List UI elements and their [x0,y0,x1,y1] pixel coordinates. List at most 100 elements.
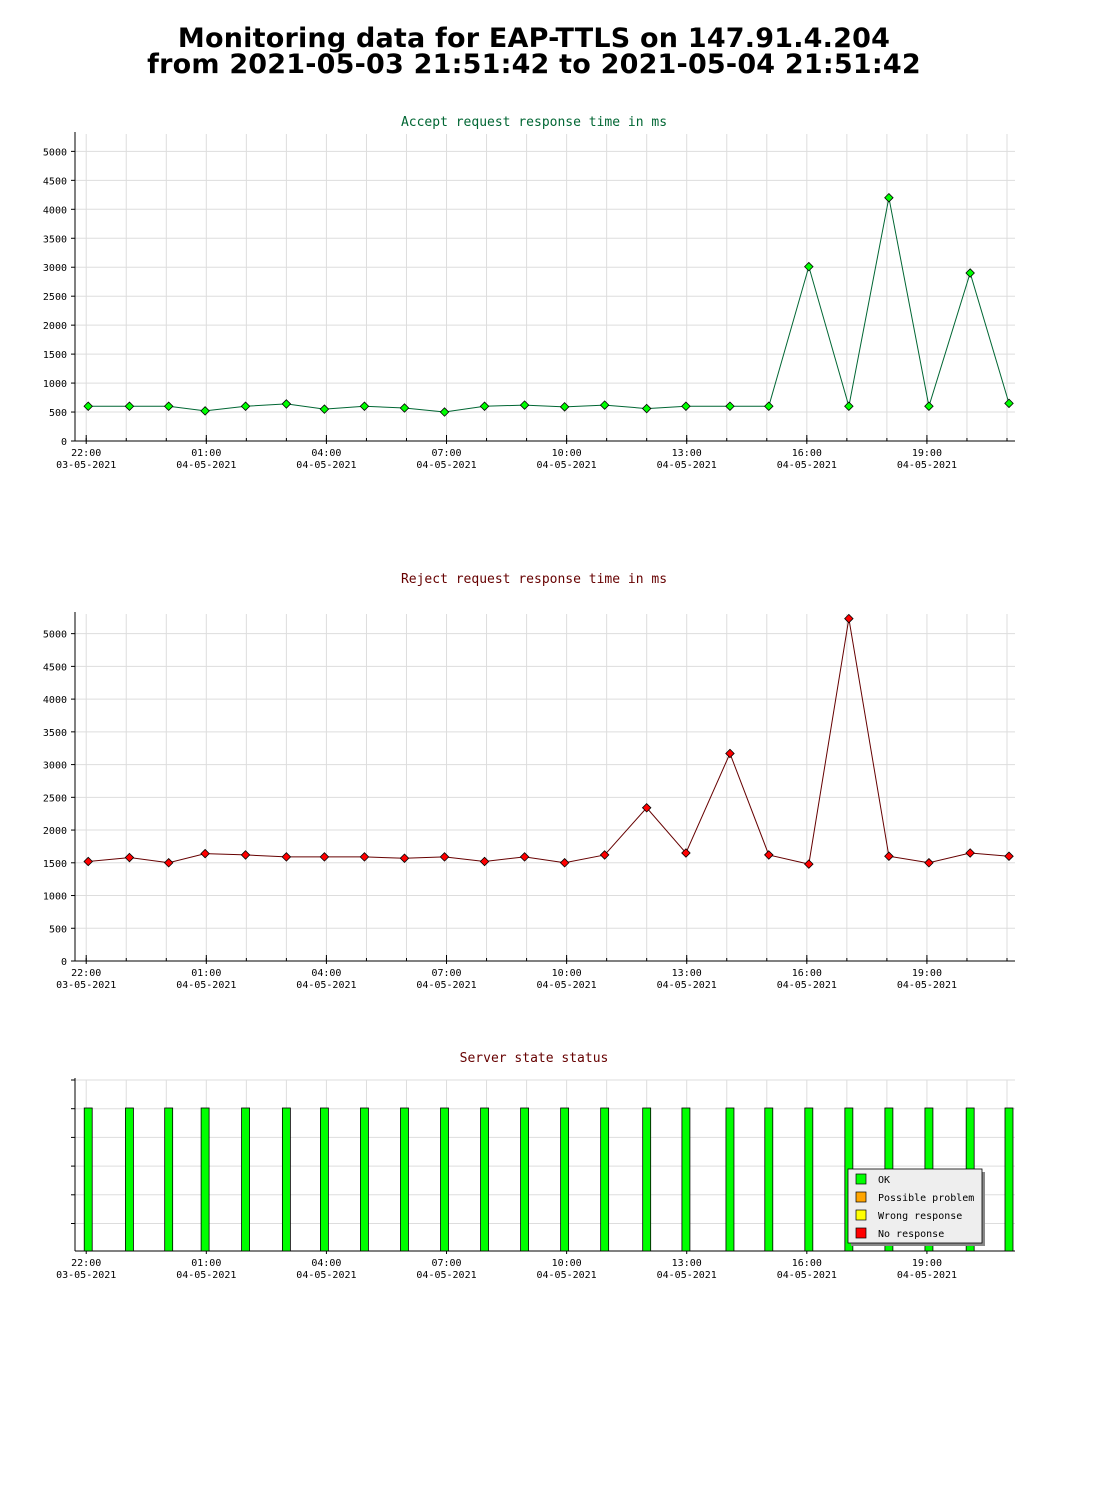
status-bar [400,1107,409,1252]
x-tick-label-date: 04-05-2021 [897,980,957,991]
x-tick-label-time: 04:00 [311,1258,341,1269]
legend-swatch [855,1191,867,1203]
x-tick-label-time: 19:00 [912,968,942,979]
reject-data-point [641,803,652,813]
page-title-line-1: Monitoring data for EAP-TTLS on 147.91.4… [177,23,891,54]
status-bar [480,1107,489,1252]
x-tick-label-time: 01:00 [191,1258,221,1269]
reject-data-point [399,853,410,863]
reject-response-chart: Reject request response time in ms 0 500 1… [43,572,1015,991]
status-bar [642,1107,652,1252]
x-tick-label-date: 04-05-2021 [657,980,717,991]
x-tick-label-date: 04-05-2021 [537,460,597,471]
x-tick-label-date: 03-05-2021 [56,980,116,991]
accept-data-point [804,261,814,272]
status-bar [520,1107,529,1252]
accept-data-point [399,403,410,413]
y-tick-label: 2000 [43,826,67,837]
reject-data-point [519,852,530,862]
reject-chart-title: Reject request response time in ms [401,572,667,587]
y-tick-label: 3000 [43,761,67,772]
legend-label: No response [878,1229,944,1240]
x-tick-label-date: 04-05-2021 [657,1270,717,1281]
legend-label: Possible problem [878,1193,974,1204]
accept-data-point [924,401,934,412]
y-tick-label: 5000 [43,147,67,158]
x-tick-label-date: 04-05-2021 [537,1270,597,1281]
reject-data-point [965,848,975,858]
y-tick-label: 3000 [43,263,67,274]
x-tick-label-date: 04-05-2021 [176,460,236,471]
accept-data-point [83,401,93,412]
reject-data-point [83,856,93,867]
x-tick-label-time: 13:00 [672,1258,702,1269]
accept-data-point [559,402,570,412]
accept-data-point [240,401,251,412]
accept-data-point [163,401,174,412]
x-tick-label-time: 19:00 [912,448,942,459]
y-tick-label: 500 [49,408,67,419]
status-bar [83,1107,93,1252]
status-bar [764,1107,774,1252]
y-tick-label: 4000 [43,695,67,706]
accept-data-point [884,192,894,203]
accept-series-line [88,197,1010,413]
y-tick-label: 5000 [43,630,67,641]
page-title-line-2: from 2021-05-03 21:51:42 to 2021-05-04 2… [147,49,921,80]
x-tick-label-date: 04-05-2021 [296,1270,356,1281]
x-tick-label-date: 04-05-2021 [657,460,717,471]
x-tick-label-time: 07:00 [431,1258,461,1269]
status-bar [725,1107,735,1252]
status-bar [681,1107,691,1252]
y-tick-label: 1000 [43,892,67,903]
x-tick-label-time: 01:00 [191,968,221,979]
x-tick-label-time: 10:00 [552,1258,582,1269]
status-bar [804,1107,814,1252]
reject-data-point [124,852,135,863]
x-tick-label-time: 10:00 [552,448,582,459]
y-tick-label: 2500 [43,292,67,303]
x-tick-label-date: 04-05-2021 [416,460,476,471]
status-bar [600,1107,610,1252]
y-tick-label: 1500 [43,350,67,361]
x-tick-label-time: 04:00 [311,968,341,979]
y-tick-label: 2000 [43,321,67,332]
reject-data-point [764,850,774,860]
accept-data-point [681,401,691,412]
x-tick-label-date: 04-05-2021 [416,980,476,991]
reject-data-point [725,748,735,759]
x-tick-label-time: 07:00 [431,968,461,979]
accept-data-point [725,401,735,412]
y-tick-label: 2500 [43,793,67,804]
accept-data-point [1004,398,1014,409]
y-tick-label: 1500 [43,859,67,870]
x-tick-label-date: 04-05-2021 [176,1270,236,1281]
status-bar [281,1107,291,1252]
x-tick-label-date: 04-05-2021 [176,980,236,991]
x-tick-label-date: 04-05-2021 [296,460,356,471]
status-bar [320,1107,329,1252]
accept-data-point [844,401,854,412]
reject-data-point [200,848,210,859]
accept-data-point [124,401,135,412]
x-tick-label-date: 04-05-2021 [777,460,837,471]
reject-data-point [559,858,570,868]
x-tick-label-time: 16:00 [792,968,822,979]
reject-data-point [599,850,610,860]
y-tick-label: 500 [49,924,67,935]
x-tick-label-date: 04-05-2021 [537,980,597,991]
status-bar [241,1107,250,1252]
x-tick-label-date: 04-05-2021 [296,980,356,991]
accept-data-point [439,407,450,417]
y-tick-label: 1000 [43,379,67,390]
x-tick-label-time: 01:00 [191,448,221,459]
status-bar [440,1107,449,1252]
accept-data-point [281,399,292,409]
x-tick-label-date: 04-05-2021 [777,980,837,991]
x-tick-label-date: 04-05-2021 [416,1270,476,1281]
legend-box [847,1168,983,1244]
x-tick-label-time: 22:00 [71,968,101,979]
legend-swatch [855,1227,867,1239]
reject-data-point [240,850,251,860]
